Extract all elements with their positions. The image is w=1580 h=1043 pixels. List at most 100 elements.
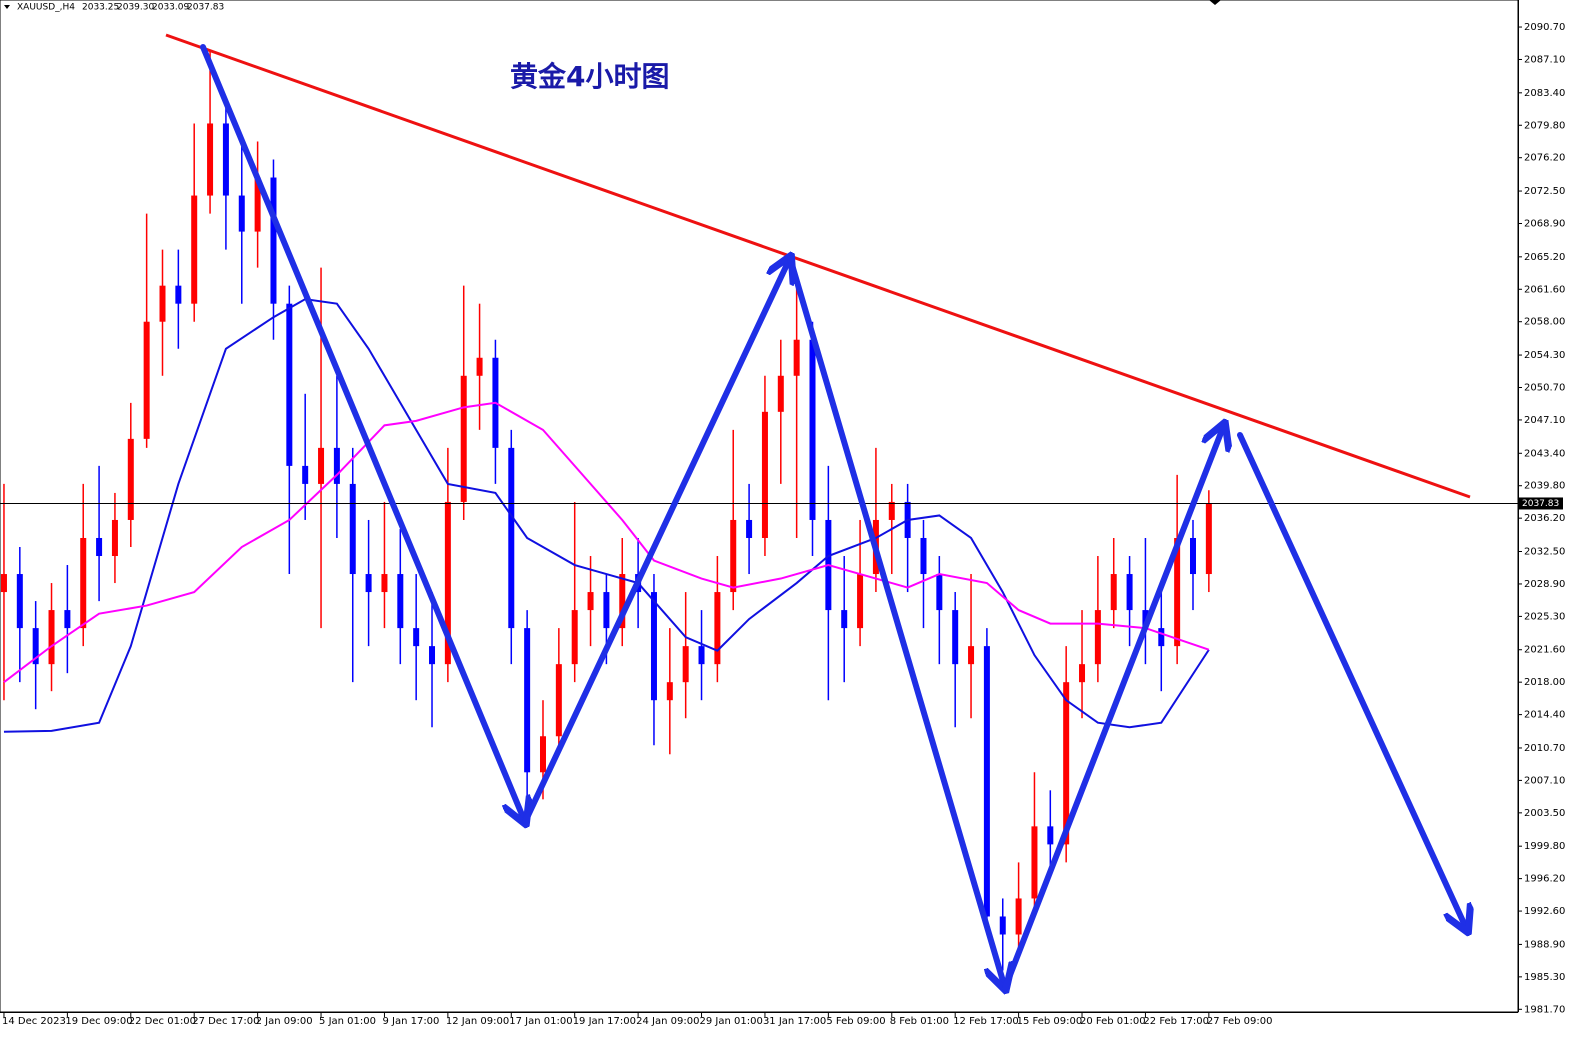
header-open: 2033.25 bbox=[82, 3, 119, 13]
x-tick-label: 8 Feb 01:00 bbox=[890, 1016, 949, 1027]
y-tick-label: 2083.40 bbox=[1524, 88, 1565, 99]
candle-body bbox=[222, 123, 229, 196]
header-high: 2039.30 bbox=[117, 3, 154, 13]
x-tick-label: 5 Jan 01:00 bbox=[319, 1016, 376, 1027]
candle-body bbox=[238, 195, 245, 232]
candles bbox=[0, 51, 1212, 971]
x-tick-label: 27 Dec 17:00 bbox=[192, 1016, 259, 1027]
y-tick-label: 2028.90 bbox=[1524, 579, 1565, 590]
candle-body bbox=[318, 447, 325, 484]
candle-body bbox=[64, 610, 71, 629]
y-tick-label: 2076.20 bbox=[1524, 153, 1565, 164]
candle-body bbox=[746, 519, 753, 538]
period-marker bbox=[1209, 0, 1221, 5]
y-tick-label: 2018.00 bbox=[1524, 677, 1565, 688]
candle-body bbox=[761, 411, 768, 538]
candle-body bbox=[1158, 628, 1165, 647]
price-label: 2037.83 bbox=[1522, 499, 1559, 509]
arrow bbox=[1002, 425, 1224, 991]
x-tick-label: 19 Dec 09:00 bbox=[65, 1016, 132, 1027]
y-tick-label: 2072.50 bbox=[1524, 186, 1565, 197]
candle-body bbox=[857, 574, 864, 629]
y-tick-label: 2061.60 bbox=[1524, 284, 1565, 295]
candle-body bbox=[460, 375, 467, 502]
candle-body bbox=[1205, 503, 1212, 575]
y-tick-label: 2010.70 bbox=[1524, 743, 1565, 754]
candle-body bbox=[999, 916, 1006, 935]
candle-body bbox=[1094, 610, 1101, 665]
candle-body bbox=[96, 537, 103, 557]
header-close: 2037.83 bbox=[187, 3, 224, 13]
y-tick-label: 1992.60 bbox=[1524, 906, 1565, 917]
candle-body bbox=[983, 646, 990, 917]
y-tick-label: 2007.10 bbox=[1524, 775, 1565, 786]
arrow bbox=[1237, 432, 1467, 930]
x-tick-label: 2 Jan 09:00 bbox=[256, 1016, 313, 1027]
y-tick-label: 1996.20 bbox=[1524, 874, 1565, 885]
x-tick-label: 5 Feb 09:00 bbox=[826, 1016, 885, 1027]
y-tick-label: 2003.50 bbox=[1524, 808, 1565, 819]
candle-body bbox=[603, 592, 610, 629]
y-tick-label: 1985.30 bbox=[1524, 972, 1565, 983]
candle-body bbox=[1015, 898, 1022, 935]
y-tick-label: 2058.00 bbox=[1524, 317, 1565, 328]
y-tick-label: 2043.40 bbox=[1524, 448, 1565, 459]
y-tick-label: 2079.80 bbox=[1524, 120, 1565, 131]
resistance-trendline bbox=[165, 33, 1471, 499]
candle-body bbox=[936, 574, 943, 611]
candle-body bbox=[48, 610, 55, 665]
arrow bbox=[522, 258, 790, 825]
candle-body bbox=[920, 537, 927, 575]
y-tick-label: 2068.90 bbox=[1524, 218, 1565, 229]
candle-body bbox=[143, 321, 150, 439]
y-tick-label: 2039.80 bbox=[1524, 481, 1565, 492]
x-tick-label: 29 Jan 01:00 bbox=[700, 1016, 763, 1027]
y-tick-label: 1999.80 bbox=[1524, 841, 1565, 852]
candle-body bbox=[666, 682, 673, 701]
x-tick-label: 17 Jan 01:00 bbox=[509, 1016, 572, 1027]
x-tick-label: 22 Feb 17:00 bbox=[1143, 1016, 1209, 1027]
candle-body bbox=[397, 574, 404, 629]
candle-body bbox=[270, 177, 277, 304]
candle-body bbox=[0, 574, 7, 593]
candle-body bbox=[1126, 574, 1133, 611]
candle-body bbox=[571, 610, 578, 665]
candle-body bbox=[429, 646, 436, 665]
candle-body bbox=[888, 501, 895, 520]
candle-body bbox=[286, 303, 293, 466]
candle-body bbox=[587, 592, 594, 611]
candle-body bbox=[413, 628, 420, 647]
x-tick-label: 27 Feb 09:00 bbox=[1207, 1016, 1273, 1027]
x-tick-label: 19 Jan 17:00 bbox=[573, 1016, 636, 1027]
candle-body bbox=[302, 465, 309, 484]
candle-body bbox=[207, 123, 214, 196]
candle-body bbox=[952, 610, 959, 665]
x-tick-label: 20 Feb 01:00 bbox=[1080, 1016, 1146, 1027]
arrow bbox=[787, 255, 1005, 988]
candle-body bbox=[444, 501, 451, 665]
candle-body bbox=[1189, 537, 1196, 575]
candle-body bbox=[159, 285, 166, 322]
moving-average bbox=[3, 401, 1210, 683]
wave-arrows bbox=[200, 44, 1467, 991]
y-tick-label: 2014.40 bbox=[1524, 710, 1565, 721]
candle-body bbox=[524, 628, 531, 773]
candle-body bbox=[650, 592, 657, 701]
candle-body bbox=[381, 574, 388, 593]
x-tick-label: 24 Jan 09:00 bbox=[636, 1016, 699, 1027]
x-tick-label: 12 Feb 17:00 bbox=[953, 1016, 1019, 1027]
y-tick-label: 2032.50 bbox=[1524, 547, 1565, 558]
x-tick-label: 31 Jan 17:00 bbox=[763, 1016, 826, 1027]
y-tick-label: 2087.10 bbox=[1524, 54, 1565, 65]
candle-body bbox=[777, 375, 784, 412]
price-label-box bbox=[1519, 497, 1563, 510]
candle-body bbox=[32, 628, 39, 665]
x-tick-label: 22 Dec 01:00 bbox=[129, 1016, 196, 1027]
candle-body bbox=[80, 537, 87, 629]
candle-body bbox=[793, 339, 800, 376]
y-tick-label: 1988.90 bbox=[1524, 939, 1565, 950]
candle-body bbox=[508, 447, 515, 629]
candle-body bbox=[968, 646, 975, 665]
y-tick-label: 2050.70 bbox=[1524, 382, 1565, 393]
